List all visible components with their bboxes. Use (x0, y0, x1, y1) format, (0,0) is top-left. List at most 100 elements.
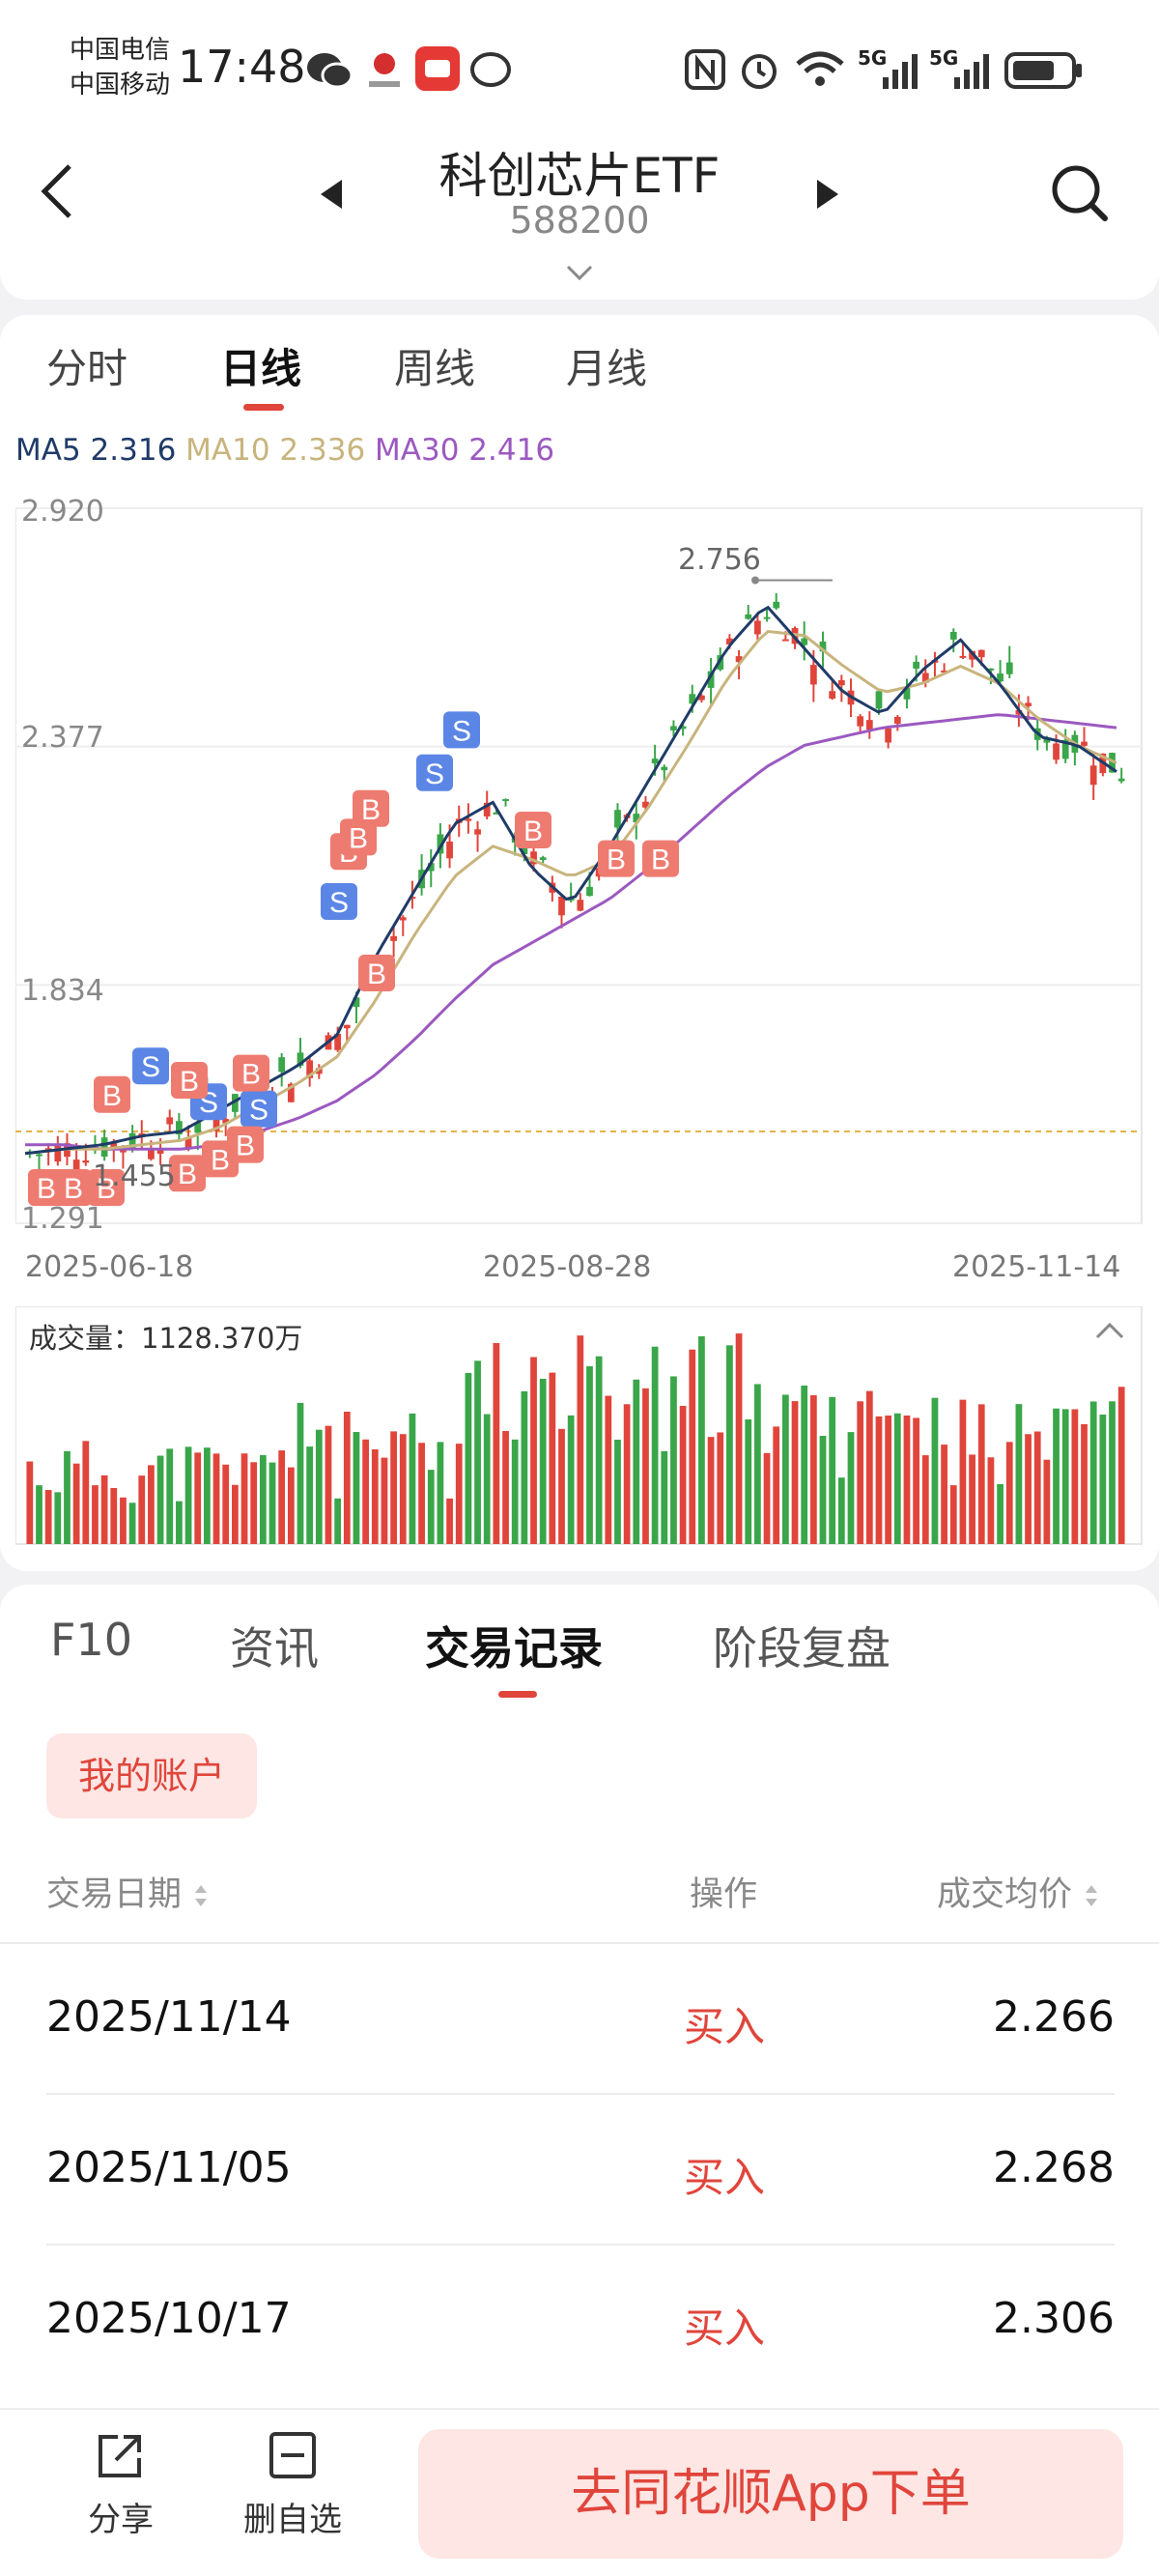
page-title: 科创芯片ETF (438, 148, 721, 204)
tab-news[interactable]: 资讯 (230, 1622, 319, 1674)
order-button[interactable]: 去同花顺App下单 (418, 2429, 1123, 2559)
tab-weekly[interactable]: 周线 (394, 345, 476, 392)
candle-body (875, 691, 883, 709)
row-op: 买入 (684, 2003, 766, 2050)
row-divider (46, 2244, 1115, 2246)
volume-bar (418, 1443, 425, 1544)
volume-bar (176, 1501, 183, 1544)
volume-bar (977, 1404, 985, 1544)
candle-body (212, 1112, 220, 1131)
volume-bar (1005, 1442, 1013, 1544)
volume-bar (847, 1432, 855, 1544)
tab-phase-review[interactable]: 阶段复盘 (713, 1622, 890, 1674)
candle-body (278, 1057, 286, 1073)
candle-body (941, 670, 947, 673)
bottom-tab-indicator (498, 1691, 537, 1698)
buy-marker-label: B (180, 1066, 199, 1098)
volume-bar (791, 1401, 799, 1544)
volume-bar (530, 1357, 537, 1544)
table-row[interactable]: 2025/11/05 买入 2.268 (0, 2095, 1159, 2246)
candle-body (54, 1144, 62, 1162)
candle-body (913, 661, 920, 669)
x-label-3: 2025-11-14 (952, 1250, 1121, 1284)
next-stock-icon[interactable] (813, 178, 842, 211)
ma10-line (24, 629, 1117, 1156)
candle-body (651, 758, 659, 764)
col-header-date[interactable]: 交易日期 (46, 1867, 210, 1916)
back-arrow-icon[interactable] (37, 160, 79, 222)
candle-body (969, 650, 975, 660)
col-header-price[interactable]: 成交均价 (937, 1867, 1100, 1916)
volume-bar (44, 1490, 52, 1544)
volume-bar (72, 1463, 80, 1544)
volume-bar (362, 1439, 370, 1544)
col-price-label: 成交均价 (937, 1875, 1073, 1914)
search-icon[interactable] (1049, 162, 1111, 224)
table-row[interactable]: 2025/10/17 买入 2.306 (0, 2246, 1159, 2396)
ma10-label: MA10 (185, 433, 270, 468)
chevron-down-icon[interactable] (564, 263, 595, 282)
buy-marker (642, 840, 679, 877)
prev-stock-icon[interactable] (317, 178, 346, 211)
volume-bar (156, 1455, 164, 1544)
volume-bar (100, 1474, 108, 1544)
buy-marker-label: B (241, 1059, 261, 1091)
tab-trade-records[interactable]: 交易记录 (425, 1622, 603, 1674)
tab-daily[interactable]: 日线 (220, 345, 302, 392)
volume-bar (511, 1439, 519, 1544)
y-tick-2: 2.377 (21, 721, 104, 755)
candle-body (885, 728, 892, 743)
tab-active-indicator (243, 404, 284, 411)
candle-body (726, 638, 733, 645)
sell-marker-label: S (425, 758, 444, 790)
candle-body (493, 812, 500, 815)
volume-bar (465, 1372, 472, 1544)
volume-bar (204, 1447, 211, 1544)
volume-bar (194, 1452, 202, 1544)
tab-f10[interactable]: F10 (50, 1614, 132, 1666)
volume-bar (437, 1442, 444, 1544)
buy-marker (55, 1169, 92, 1206)
buy-marker (169, 1155, 206, 1192)
volume-bar (1061, 1409, 1069, 1544)
candle-body (343, 1024, 351, 1029)
candle-body (997, 673, 1004, 682)
volume-bar (427, 1470, 435, 1544)
candle-body (166, 1117, 174, 1125)
volume-bar (250, 1462, 258, 1544)
chevron-up-icon[interactable] (1093, 1320, 1126, 1341)
volume-bar (483, 1414, 491, 1544)
candle-body (306, 1060, 314, 1078)
buy-marker (515, 812, 551, 848)
volume-bar (698, 1335, 705, 1544)
volume-bar (64, 1450, 71, 1544)
volume-bar (595, 1356, 603, 1544)
candle-body (801, 638, 808, 645)
volume-bar (623, 1404, 631, 1544)
candle-body (1109, 753, 1116, 773)
volume-chart[interactable] (15, 1306, 1145, 1546)
share-button[interactable]: 分享 (68, 2429, 174, 2555)
volume-bar (875, 1416, 883, 1544)
volume-bar (1081, 1423, 1088, 1544)
my-account-button[interactable]: 我的账户 (46, 1733, 257, 1818)
candle-body (184, 1138, 192, 1149)
volume-value: 1128.370万 (141, 1322, 303, 1355)
buy-marker-label: B (178, 1159, 197, 1190)
volume-bar (474, 1360, 481, 1544)
volume-bar (1053, 1408, 1060, 1544)
sell-marker (443, 711, 480, 749)
col-date-label: 交易日期 (46, 1875, 183, 1914)
volume-bar (1025, 1434, 1032, 1544)
buy-marker (340, 818, 377, 856)
volume-bar (128, 1503, 136, 1544)
carrier-2: 中国移动 (70, 71, 171, 100)
candle-body (483, 802, 491, 816)
low-annotation: 1.455 (93, 1159, 176, 1193)
candle-body (809, 665, 817, 685)
table-row[interactable]: 2025/11/14 买入 2.266 (0, 1944, 1159, 2095)
tab-intraday[interactable]: 分时 (46, 345, 128, 392)
candlestick-chart[interactable]: SSSSSSBBBBBBBBBBBBBBBB (15, 489, 1145, 1243)
tab-monthly[interactable]: 月线 (566, 345, 648, 392)
remove-watchlist-button[interactable]: 删自选 (232, 2429, 353, 2555)
